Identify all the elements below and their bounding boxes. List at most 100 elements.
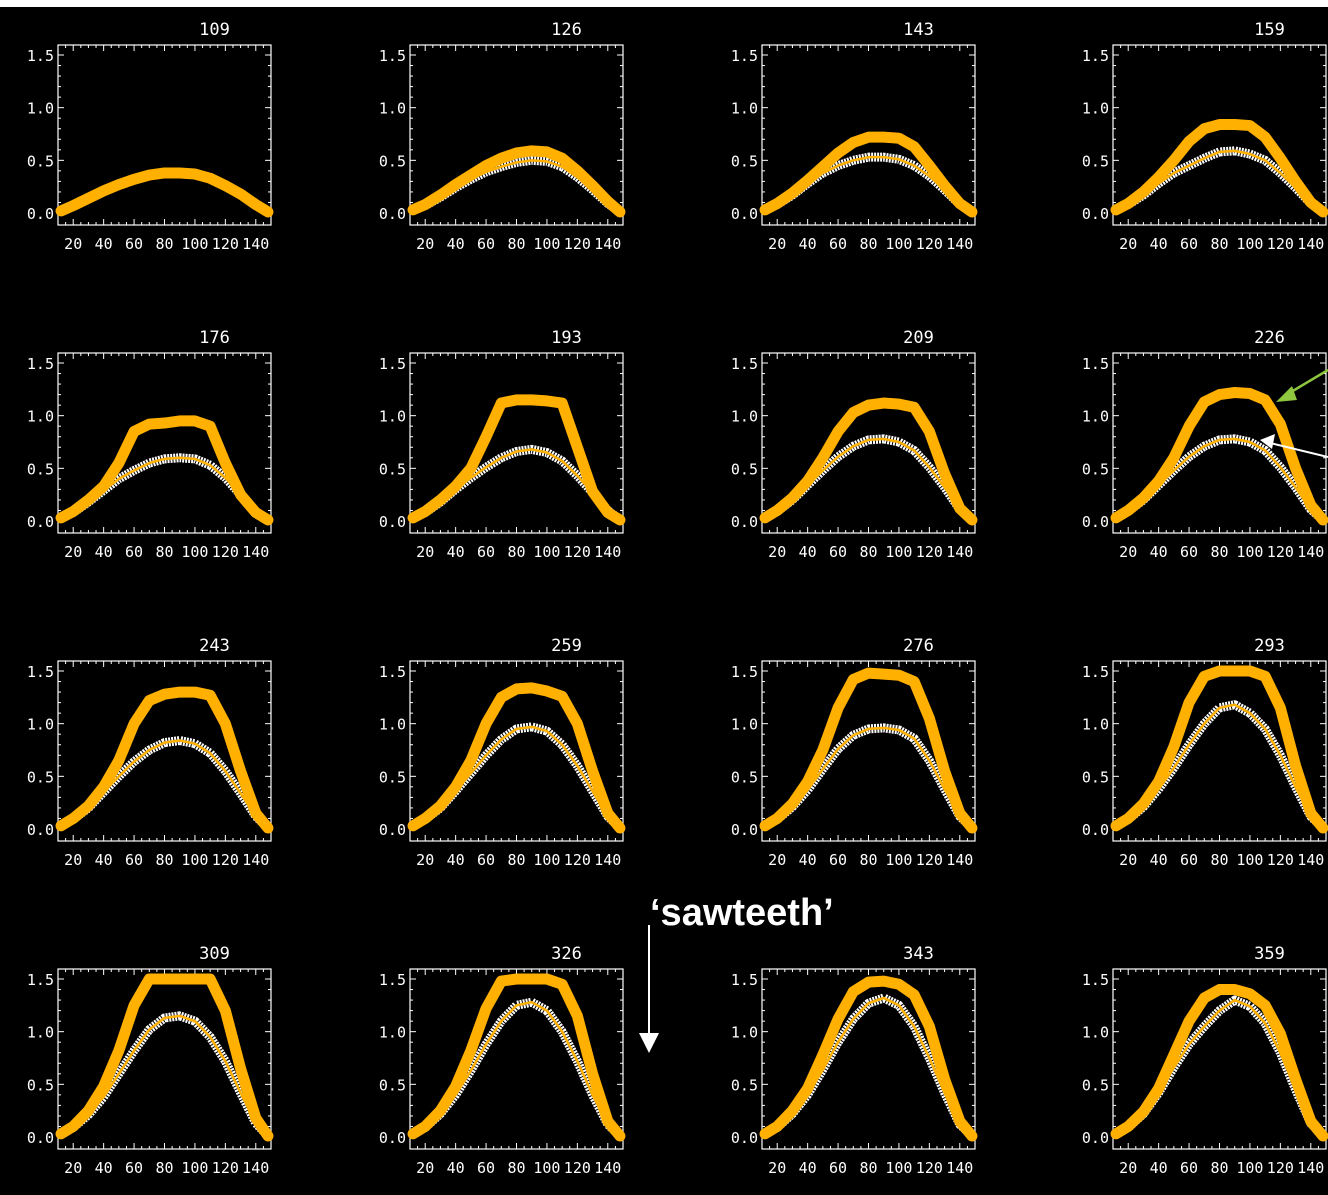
x-tick-label: 40 [1150, 1159, 1168, 1177]
x-tick-label: 120 [212, 1159, 239, 1177]
panel-326: 326 0.0 0.5 1.0 1.5 20 40 60 80 100 120 140 [379, 944, 626, 1177]
model-point [56, 206, 66, 216]
model-point [760, 205, 770, 215]
y-tick-label: 0.0 [731, 205, 758, 223]
model-point [1306, 197, 1316, 207]
x-tick-label: 120 [1267, 543, 1294, 561]
model-point [175, 416, 185, 426]
x-tick-label: 60 [829, 1159, 847, 1177]
model-point [833, 703, 843, 713]
model-point [236, 766, 246, 776]
model-point [588, 487, 598, 497]
model-point [1215, 985, 1224, 995]
model-point [557, 979, 567, 989]
model-point [114, 458, 124, 468]
model-point [175, 168, 185, 178]
model-point [512, 148, 521, 158]
x-tick-label: 20 [768, 851, 786, 869]
model-point [572, 719, 582, 729]
panel-title: 209 [903, 328, 934, 348]
model-point [1306, 500, 1316, 510]
model-point [1291, 1074, 1301, 1084]
panel-259: 259 0.0 0.5 1.0 1.5 20 40 60 80 100 120 140 [379, 636, 626, 869]
y-tick-label: 0.0 [27, 821, 54, 839]
panel-title: 326 [551, 944, 582, 964]
model-point [251, 1113, 261, 1123]
panel-title: 159 [1254, 20, 1285, 40]
model-point [1138, 799, 1148, 809]
x-tick-label: 120 [916, 543, 943, 561]
x-tick-label: 60 [829, 543, 847, 561]
y-tick-label: 0.0 [379, 205, 406, 223]
x-tick-label: 140 [946, 1159, 973, 1177]
model-point [1138, 1107, 1148, 1117]
model-point [263, 207, 273, 217]
x-tick-label: 40 [1150, 235, 1168, 253]
model-point [967, 823, 977, 833]
x-tick-label: 120 [916, 235, 943, 253]
model-point [68, 507, 78, 517]
y-tick-label: 1.0 [379, 1024, 406, 1042]
model-point [466, 756, 476, 766]
x-tick-label: 60 [829, 235, 847, 253]
x-tick-label: 60 [1180, 543, 1198, 561]
model-point [236, 189, 246, 199]
model-point [603, 808, 613, 818]
model-point [1123, 505, 1133, 515]
y-tick-label: 0.5 [1082, 152, 1109, 170]
model-point [924, 1021, 934, 1031]
model-point [190, 687, 200, 697]
model-point [924, 161, 934, 171]
model-point [451, 1081, 461, 1091]
model-point [1275, 1029, 1285, 1039]
y-tick-label: 0.5 [1082, 460, 1109, 478]
x-tick-label: 40 [95, 851, 113, 869]
y-tick-label: 1.0 [27, 408, 54, 426]
model-point [1184, 698, 1194, 708]
panel-343: 343 0.0 0.5 1.0 1.5 20 40 60 80 100 120 140 [731, 944, 978, 1177]
x-tick-label: 40 [95, 543, 113, 561]
model-point [1215, 666, 1224, 676]
y-tick-label: 0.0 [1082, 513, 1109, 531]
x-tick-label: 20 [1119, 1159, 1137, 1177]
model-point [1291, 761, 1301, 771]
model-point [1199, 124, 1209, 134]
model-point [940, 469, 950, 479]
model-point [894, 133, 904, 143]
model-point [1260, 132, 1270, 142]
model-point [1123, 813, 1133, 823]
x-tick-label: 140 [1297, 1159, 1324, 1177]
model-point [1306, 1116, 1316, 1126]
model-point [1215, 120, 1224, 130]
sawteeth-arrow-head [639, 1033, 659, 1053]
model-point [408, 205, 418, 215]
model-point [1154, 172, 1164, 182]
model-point [481, 161, 491, 171]
panel-226: 226 0.0 0.5 1.0 1.5 20 40 60 80 100 120 140 [1082, 328, 1328, 561]
x-tick-label: 80 [507, 851, 525, 869]
x-tick-label: 120 [564, 543, 591, 561]
model-point [129, 426, 139, 436]
y-tick-label: 0.0 [379, 513, 406, 531]
x-tick-label: 20 [64, 543, 82, 561]
x-tick-label: 100 [181, 235, 208, 253]
model-point [1318, 823, 1328, 833]
model-point [833, 426, 843, 436]
model-point [512, 684, 521, 694]
model-point [588, 766, 598, 776]
model-point [1291, 463, 1301, 473]
x-tick-label: 80 [859, 235, 877, 253]
model-point [879, 132, 889, 142]
model-point [803, 777, 813, 787]
model-point [1184, 1016, 1194, 1026]
model-point [420, 200, 430, 210]
model-point [251, 508, 261, 518]
model-point [1230, 985, 1240, 995]
x-tick-label: 40 [799, 1159, 817, 1177]
model-point [864, 132, 873, 142]
model-point [572, 166, 582, 176]
model-point [894, 670, 904, 680]
y-tick-label: 0.5 [731, 460, 758, 478]
model-point [1291, 176, 1301, 186]
